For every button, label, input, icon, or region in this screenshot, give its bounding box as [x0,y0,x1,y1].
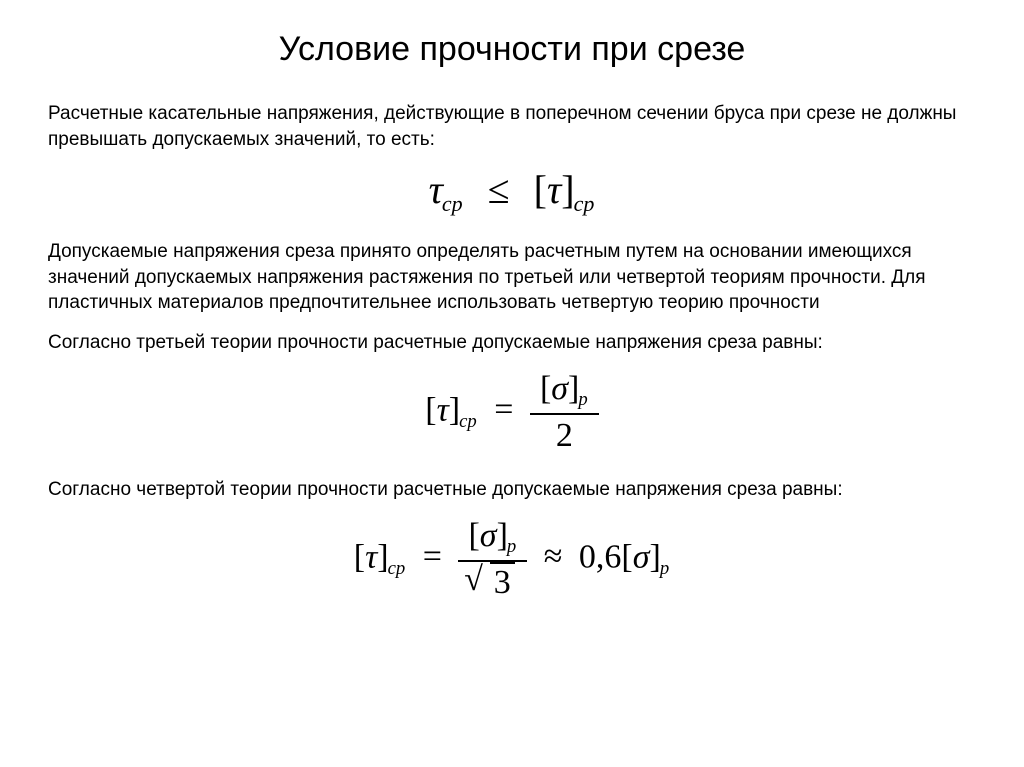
sigma-symbol: σ [551,370,568,407]
left-bracket: [ [540,370,551,407]
approx-symbol: ≈ [536,538,571,575]
denominator-2: 2 [530,415,599,455]
subscript-cp: ср [459,411,477,432]
formula-condition: τср ≤ [τ]ср [48,166,976,217]
tau-symbol: τ [429,167,443,212]
right-bracket: ] [377,538,388,575]
paragraph-4: Согласно четвертой теории прочности расч… [48,477,976,503]
sqrt-symbol: 3 [471,564,515,602]
paragraph-1: Расчетные касательные напряжения, действ… [48,101,976,152]
paragraph-3: Согласно третьей теории прочности расчет… [48,330,976,356]
left-bracket: [ [354,538,365,575]
fraction: [σ]р 3 [458,517,527,603]
less-equal-symbol: ≤ [474,167,524,212]
equals-symbol: = [415,538,450,575]
subscript-p: р [660,558,669,579]
sqrt-arg: 3 [490,562,515,601]
page-title: Условие прочности при срезе [48,30,976,69]
left-bracket: [ [621,538,632,575]
subscript-cp: ср [388,558,406,579]
sigma-symbol: σ [633,538,650,575]
paragraph-2: Допускаемые напряжения среза принято опр… [48,239,976,316]
fraction: [σ]р 2 [530,370,599,456]
equals-symbol: = [486,391,521,428]
formula-fourth-theory: [τ]ср = [σ]р 3 ≈ 0,6[σ]р [48,517,976,603]
coefficient: 0,6 [579,538,622,575]
tau-symbol: τ [365,538,377,575]
subscript-p: р [507,536,516,557]
sigma-symbol: σ [480,517,497,554]
tau-symbol: τ [437,391,449,428]
subscript-cp: ср [574,191,595,216]
left-bracket: [ [534,167,547,212]
left-bracket: [ [425,391,436,428]
tau-symbol: τ [547,167,561,212]
subscript-p: р [578,389,587,410]
formula-third-theory: [τ]ср = [σ]р 2 [48,370,976,456]
subscript-cp: ср [442,191,463,216]
left-bracket: [ [468,517,479,554]
right-bracket: ] [561,167,574,212]
